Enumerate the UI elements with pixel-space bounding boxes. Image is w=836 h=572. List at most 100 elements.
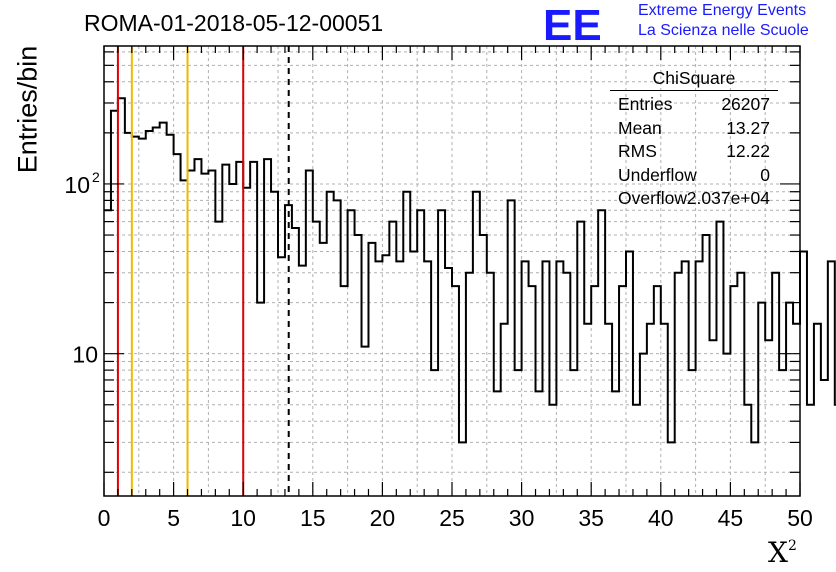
- histogram-bin: [201, 174, 208, 496]
- x-tick-label: 5: [167, 505, 180, 531]
- histogram-bin: [188, 171, 195, 496]
- stats-row-mean: Mean 13.27: [618, 117, 770, 138]
- histogram-bin: [807, 405, 814, 496]
- histogram-bin: [536, 391, 543, 496]
- histogram-bin: [181, 180, 188, 496]
- histogram-bin: [556, 261, 563, 496]
- svg-text:EEE: EEE: [543, 2, 603, 44]
- histogram-bin: [668, 442, 675, 496]
- histogram-bin: [452, 286, 459, 496]
- histogram-bin: [257, 303, 264, 496]
- histogram-bin: [208, 171, 215, 496]
- logo-line-1: Extreme Energy Events: [638, 2, 807, 19]
- histogram-bin: [723, 354, 730, 496]
- histogram-bin: [779, 370, 786, 496]
- histogram-bin: [487, 273, 494, 496]
- histogram-bin: [222, 165, 229, 496]
- histogram-bin: [682, 261, 689, 496]
- histogram-bin: [243, 188, 250, 496]
- histogram-bin: [403, 192, 410, 496]
- stats-row-rms: RMS 12.22: [618, 141, 770, 161]
- histogram-bin: [264, 159, 271, 496]
- histogram-bin: [716, 222, 723, 496]
- histogram-bin: [494, 391, 501, 496]
- x-tick-label: 20: [370, 505, 396, 531]
- histogram-bin: [459, 442, 466, 496]
- histogram-bin: [160, 123, 167, 496]
- histogram-bin: [229, 184, 236, 496]
- x-tick-label: 45: [718, 505, 744, 531]
- histogram-bin: [647, 324, 654, 496]
- histogram-bin: [703, 235, 710, 496]
- histogram-bin: [640, 354, 647, 496]
- histogram-bin: [375, 261, 382, 496]
- x-tick-label: 30: [509, 505, 535, 531]
- histogram-bin: [577, 222, 584, 496]
- histogram-bin: [424, 261, 431, 496]
- histogram-bin: [661, 324, 668, 496]
- histogram-bin: [549, 405, 556, 496]
- y-tick-label-exponent: 2: [92, 169, 100, 185]
- logo-line-2: La Scienza nelle Scuole: [638, 22, 809, 39]
- histogram-bin: [445, 268, 452, 496]
- histogram-bin: [744, 405, 751, 496]
- histogram-bin: [522, 261, 529, 496]
- x-tick-label: 25: [439, 505, 465, 531]
- histogram-bin: [563, 273, 570, 496]
- histogram-bin: [362, 347, 369, 496]
- y-tick-label: 10: [72, 342, 98, 368]
- stats-row-underflow: Underflow 0: [618, 164, 770, 185]
- histogram-bin: [821, 380, 828, 496]
- x-axis-label: X2: [768, 536, 797, 569]
- histogram-bin: [765, 340, 772, 496]
- x-tick-label: 40: [648, 505, 674, 531]
- histogram-bin: [654, 286, 661, 496]
- stats-row-overflow: Overflow 2.037e+04: [618, 188, 770, 208]
- histogram-bin: [132, 137, 139, 496]
- histogram-bin: [793, 324, 800, 496]
- y-tick-label: 10: [64, 172, 90, 198]
- histogram-bin: [584, 324, 591, 496]
- histogram-bin: [501, 324, 508, 496]
- histogram-bin: [605, 324, 612, 496]
- histogram-bin: [215, 222, 222, 496]
- histogram-bin: [431, 370, 438, 496]
- histogram-bin: [382, 255, 389, 496]
- histogram-bin: [529, 286, 536, 496]
- histogram-bin: [334, 200, 341, 496]
- histogram-bin: [737, 273, 744, 496]
- histogram-bin: [619, 286, 626, 496]
- histogram-bin: [139, 139, 146, 496]
- histogram-bin: [153, 128, 160, 496]
- stats-row-entries: Entries 26207: [618, 94, 770, 114]
- histogram-bin: [508, 200, 515, 496]
- histogram-bin: [626, 251, 633, 496]
- histogram-bin: [327, 192, 334, 496]
- histogram-bin: [542, 261, 549, 496]
- histogram-bin: [710, 340, 717, 496]
- histogram-bin: [355, 235, 362, 496]
- histogram-bin: [299, 266, 306, 496]
- histogram-bin: [438, 210, 445, 496]
- histogram-bin: [278, 257, 285, 496]
- histogram-series: [104, 97, 836, 496]
- histogram-bin: [417, 210, 424, 496]
- histogram-bin: [515, 370, 522, 496]
- histogram-bin: [814, 324, 821, 496]
- histogram-bin: [125, 133, 132, 496]
- histogram-bin: [341, 286, 348, 496]
- histogram-bin: [591, 286, 598, 496]
- histogram-bin: [368, 243, 375, 496]
- histogram-bin: [473, 192, 480, 496]
- histogram-bin: [675, 273, 682, 496]
- histogram-bin: [111, 111, 118, 496]
- histogram-bin: [772, 273, 779, 496]
- histogram-bin: [167, 135, 174, 496]
- stats-title: ChiSquare: [610, 68, 778, 91]
- histogram-bin: [194, 159, 201, 496]
- histogram-bin: [118, 98, 125, 496]
- histogram-bin: [758, 303, 765, 496]
- y-axis-label: Entries/bin: [12, 45, 43, 174]
